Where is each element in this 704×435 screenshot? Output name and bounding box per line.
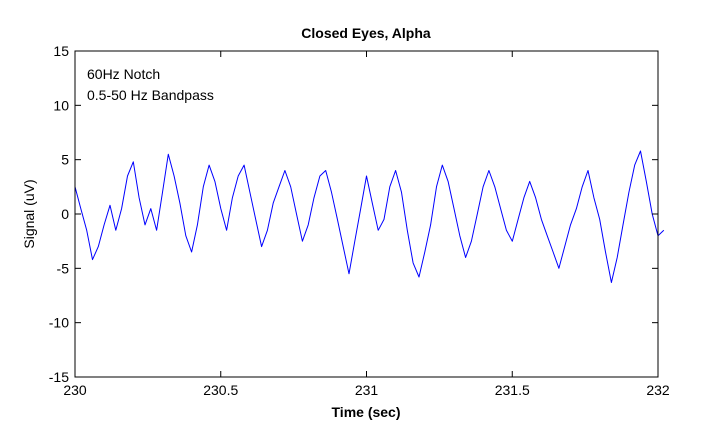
annotation-notch: 60Hz Notch [87, 66, 160, 82]
x-tick-label: 231.5 [495, 382, 530, 398]
x-tick-label: 230.5 [203, 382, 238, 398]
series-line [74, 150, 665, 283]
y-tick-label: 5 [61, 152, 69, 168]
annotation-bandpass: 0.5-50 Hz Bandpass [87, 87, 214, 103]
x-axis-label: Time (sec) [332, 404, 401, 420]
x-tick-label: 230 [63, 382, 87, 398]
x-tick-label: 231 [355, 382, 379, 398]
x-tick-labels: 230 230.5 231 231.5 232 [63, 382, 670, 398]
y-tick-label: -10 [49, 315, 69, 331]
ticks-layer [74, 50, 659, 378]
chart-title: Closed Eyes, Alpha [301, 25, 431, 41]
y-tick-label: 10 [53, 97, 69, 113]
y-tick-label: -15 [49, 369, 69, 385]
y-tick-label: -5 [57, 260, 70, 276]
series-layer [74, 150, 665, 283]
plot-area [75, 51, 658, 377]
y-tick-label: 15 [53, 43, 69, 59]
y-tick-labels: -15 -10 -5 0 5 10 15 [49, 43, 69, 385]
y-axis-label: Signal (uV) [21, 179, 37, 248]
x-tick-label: 232 [646, 382, 670, 398]
y-tick-label: 0 [61, 206, 69, 222]
